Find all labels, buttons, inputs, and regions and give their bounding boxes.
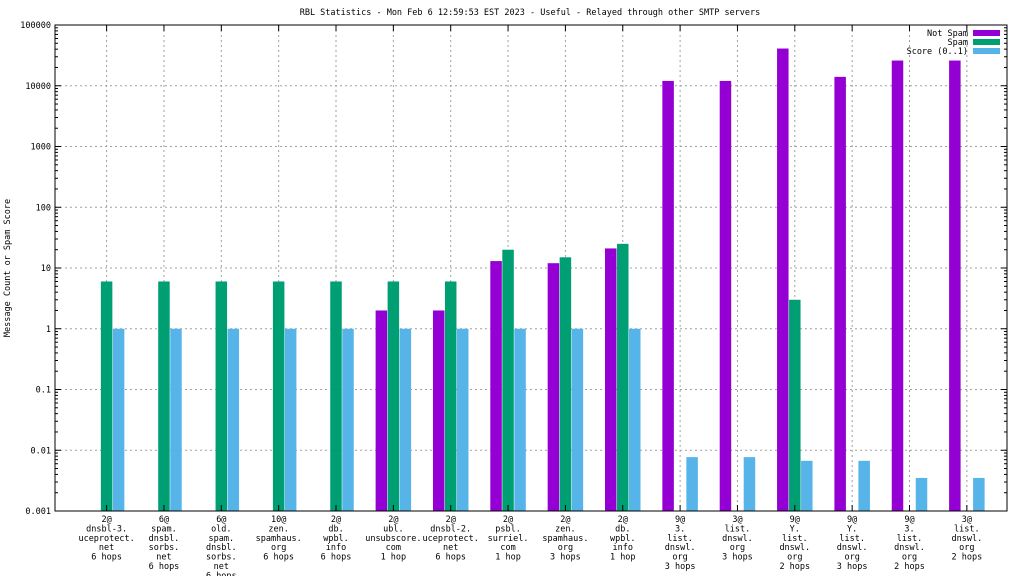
bar-not-spam-11 <box>719 80 732 511</box>
legend-swatch <box>973 48 1000 54</box>
y-tick-label: 0.001 <box>25 507 51 517</box>
bar-spam-6 <box>444 281 457 511</box>
bar-not-spam-12 <box>777 48 789 512</box>
bar-spam-0 <box>100 281 113 511</box>
bar-not-spam-7 <box>490 261 502 511</box>
bar-score-0-1-12 <box>801 460 813 511</box>
bar-spam-1 <box>158 281 170 511</box>
y-tick-label: 10 <box>41 264 51 274</box>
chart-title: RBL Statistics - Mon Feb 6 12:59:53 EST … <box>300 8 761 18</box>
x-tick-label: 9@ Y. list. dnswl. org 3 hops <box>837 515 868 572</box>
bar-score-0-1-14 <box>915 477 928 511</box>
bar-score-0-1-0 <box>112 328 125 511</box>
bar-score-0-1-4 <box>342 328 354 511</box>
x-tick-label: 6@ spam. dnsbl. sorbs. net 6 hops <box>149 515 180 572</box>
x-tick-label: 9@ Y. list. dnswl. org 2 hops <box>779 515 810 572</box>
y-axis-label: Message Count or Spam Score <box>3 199 13 337</box>
bar-not-spam-15 <box>949 60 961 511</box>
x-tick-label: 3@ list. dnswl. org 2 hops <box>951 515 982 563</box>
bar-score-0-1-9 <box>629 328 641 511</box>
bar-score-0-1-8 <box>571 328 584 511</box>
x-tick-label: 2@ dnsbl-2. uceprotect. net 6 hops <box>423 515 479 563</box>
plot-border <box>54 24 1008 512</box>
bar-score-0-1-10 <box>686 457 698 511</box>
bar-not-spam-10 <box>662 80 674 511</box>
bar-spam-7 <box>502 249 514 511</box>
y-tick-label: 0.01 <box>31 446 51 456</box>
bar-spam-12 <box>789 299 801 511</box>
bar-score-0-1-2 <box>227 328 240 511</box>
bar-score-0-1-15 <box>973 477 985 511</box>
x-tick-label: 2@ db. wpbl. info 1 hop <box>610 515 636 563</box>
bar-not-spam-8 <box>547 263 560 511</box>
bars <box>100 48 985 512</box>
bar-not-spam-5 <box>375 310 388 511</box>
bar-score-0-1-11 <box>743 457 756 511</box>
bar-spam-8 <box>559 257 572 511</box>
bar-score-0-1-7 <box>514 328 526 511</box>
x-tick-label: 2@ zen. spamhaus. org 3 hops <box>542 515 588 563</box>
x-tick-label: 3@ list. dnswl. org 3 hops <box>722 515 753 563</box>
y-tick-label: 100000 <box>20 21 51 31</box>
y-tick-label: 10000 <box>25 82 51 92</box>
bar-not-spam-13 <box>834 76 846 512</box>
bar-not-spam-9 <box>605 248 617 511</box>
x-tick-label: 2@ ubl. unsubscore. com 1 hop <box>365 515 421 563</box>
bar-spam-5 <box>387 281 400 511</box>
y-tick-label: 1 <box>46 325 51 335</box>
x-tick-labels: 2@ dnsbl-3. uceprotect. net 6 hops 6@ spam. dns… <box>78 25 982 576</box>
bar-score-0-1-13 <box>858 460 870 511</box>
x-tick-label: 9@ 3. list. dnswl. org 2 hops <box>894 515 925 572</box>
bar-score-0-1-1 <box>170 328 182 511</box>
bar-spam-3 <box>272 281 285 511</box>
x-tick-label: 9@ 3. list. dnswl. org 3 hops <box>665 515 696 572</box>
legend-label: Not Spam <box>927 29 968 39</box>
y-tick-label: 0.1 <box>36 386 51 396</box>
bar-score-0-1-5 <box>399 328 412 511</box>
bar-spam-9 <box>617 243 629 512</box>
bar-spam-2 <box>215 281 228 511</box>
x-tick-label: 10@ zen. spamhaus. org 6 hops <box>256 515 302 563</box>
legend-label: Score (0..1) <box>907 47 968 57</box>
bar-not-spam-14 <box>891 60 904 511</box>
grid-lines <box>55 25 1007 511</box>
y-tick-label: 1000 <box>31 143 51 153</box>
legend-swatch <box>973 39 1000 45</box>
bar-score-0-1-6 <box>456 328 469 511</box>
x-tick-label: 2@ db. wpbl. info 6 hops <box>321 515 352 563</box>
legend-swatch <box>973 30 1000 36</box>
x-tick-label: 2@ dnsbl-3. uceprotect. net 6 hops <box>78 515 134 563</box>
bar-spam-4 <box>330 281 342 511</box>
bar-not-spam-6 <box>432 310 445 511</box>
y-tick-label: 100 <box>36 203 51 213</box>
legend-label: Spam <box>948 38 968 48</box>
x-tick-label: 2@ psbl. surriel. com 1 hop <box>488 515 529 563</box>
bar-score-0-1-3 <box>284 328 297 511</box>
